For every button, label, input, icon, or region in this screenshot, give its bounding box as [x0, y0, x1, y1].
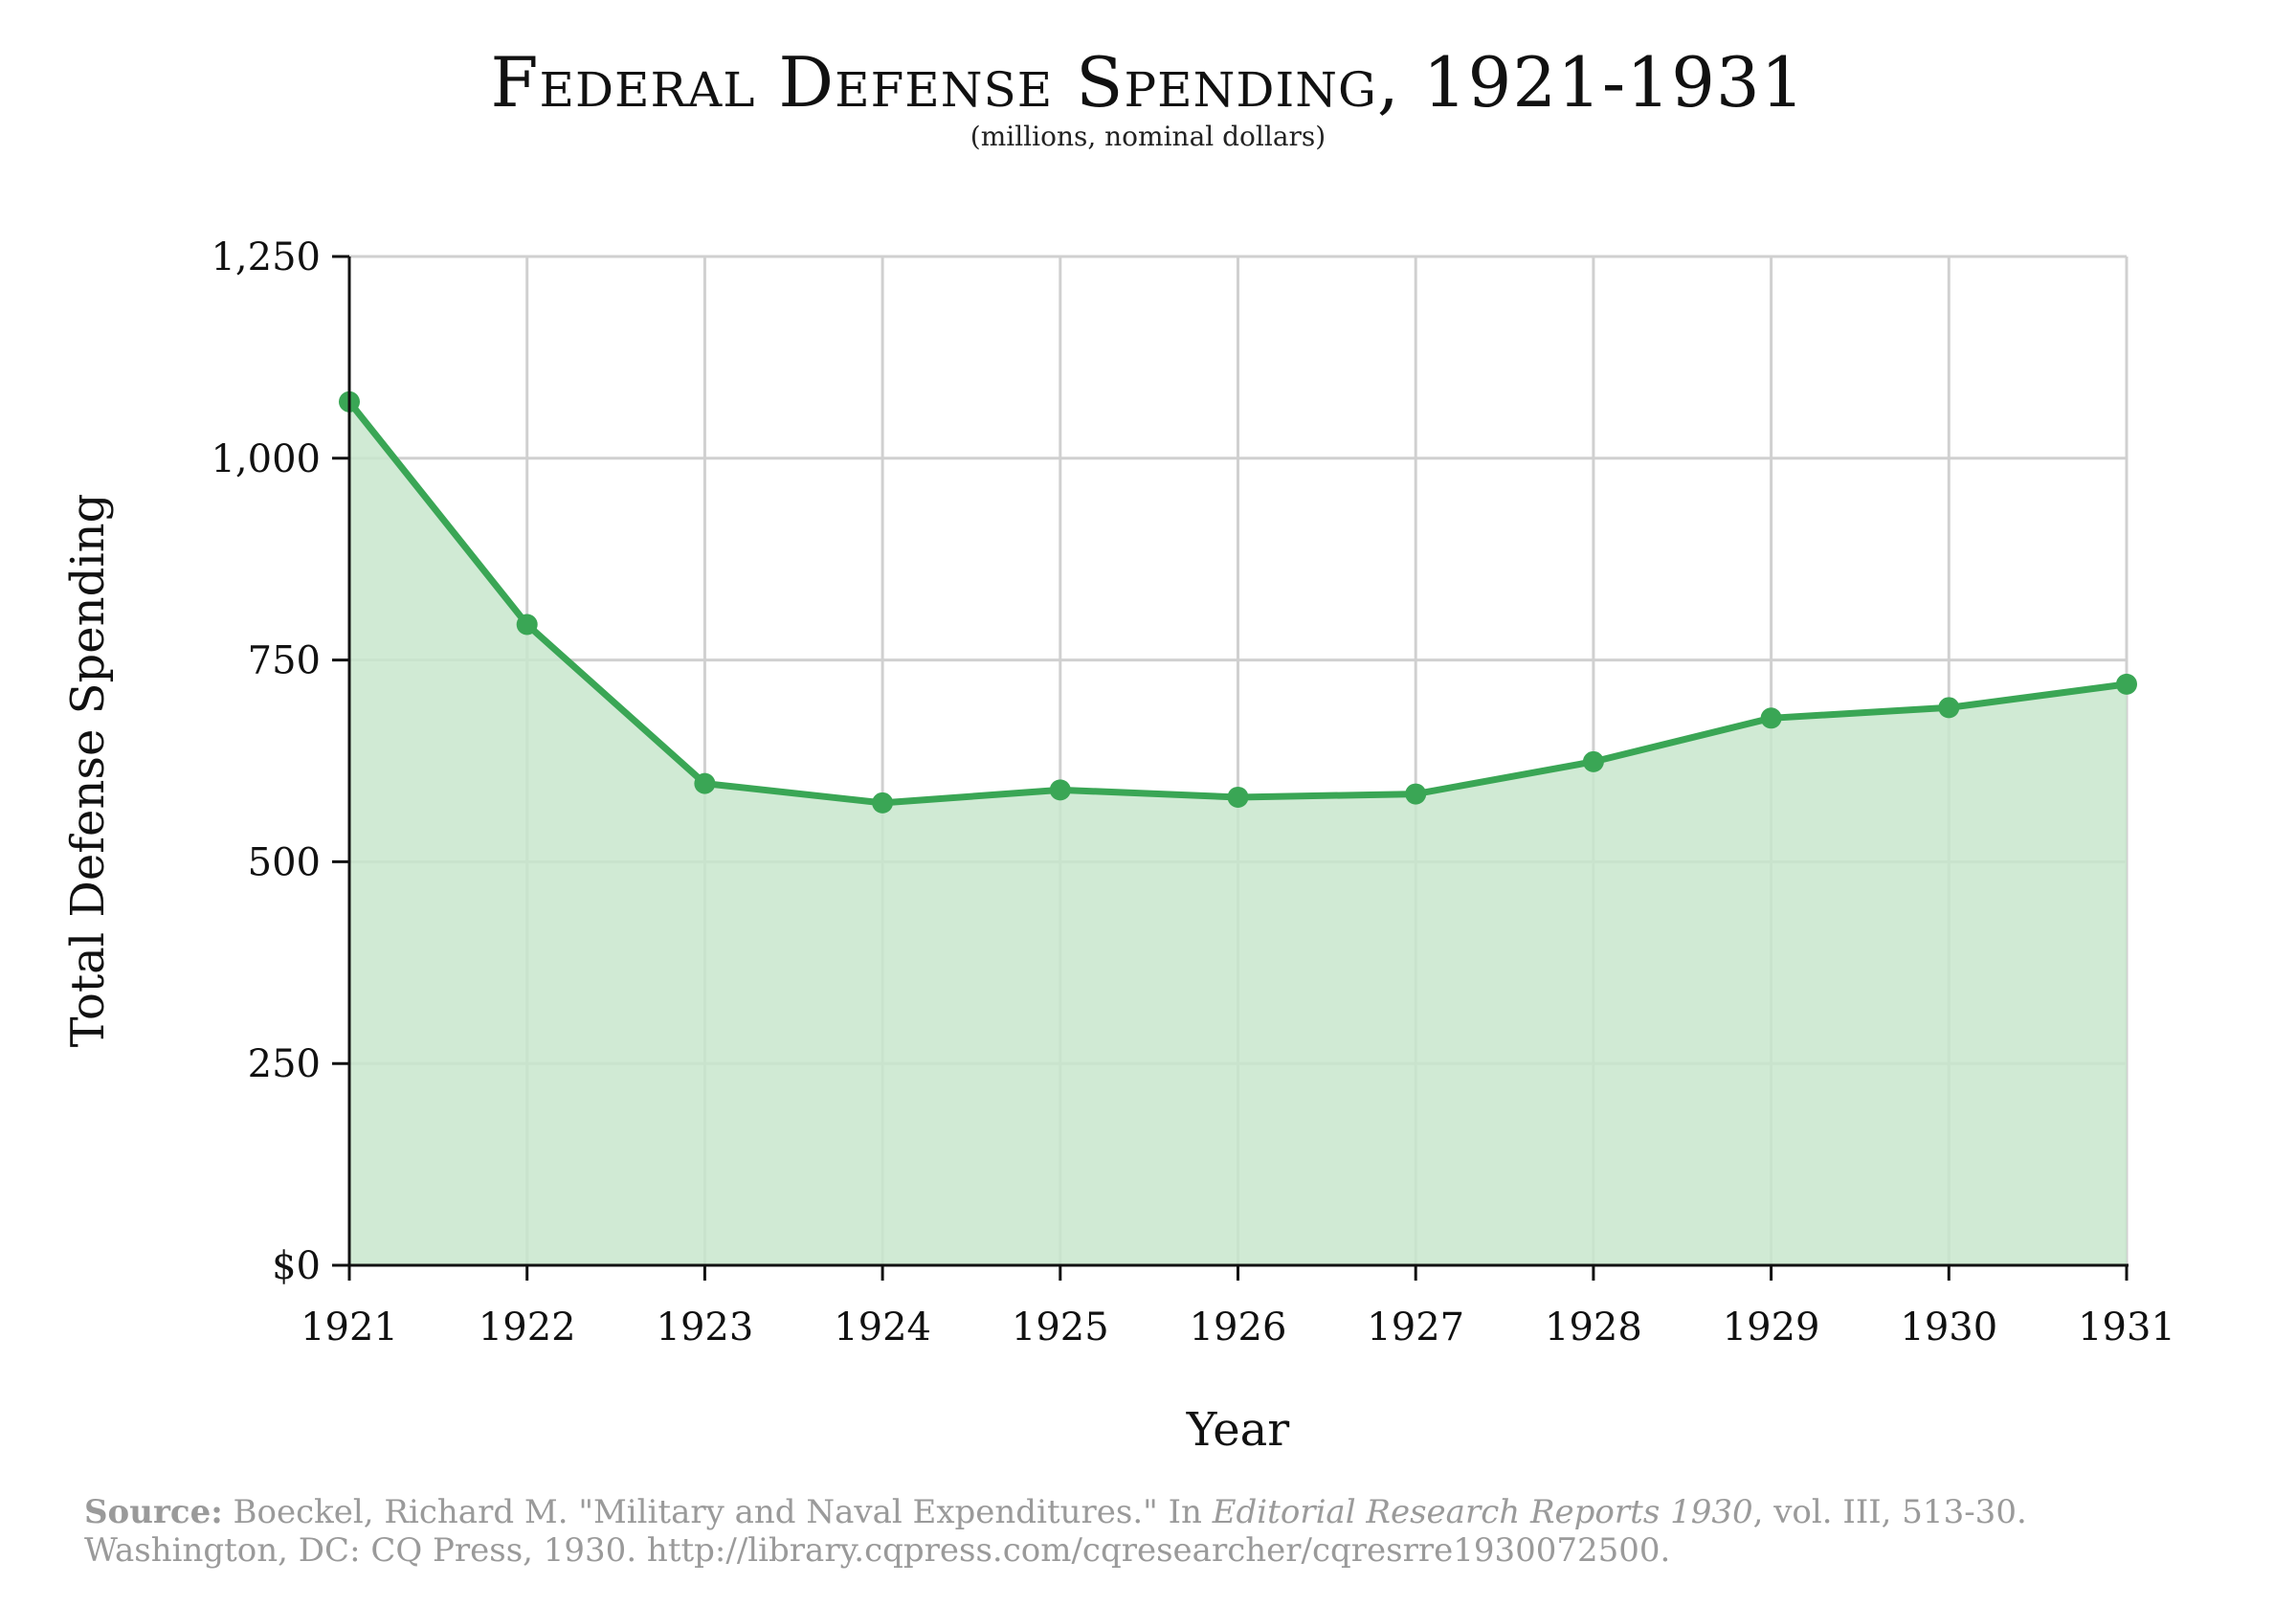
y-tick-label: 250: [248, 1042, 321, 1086]
data-point-1927: [1405, 783, 1427, 805]
data-point-1931: [2116, 673, 2137, 695]
y-tick-label: $0: [272, 1244, 321, 1288]
source-text-after: , vol. III, 513-30. Washington, DC: CQ P…: [84, 1493, 2027, 1570]
y-tick-label: 750: [248, 639, 321, 683]
y-tick-label: 500: [248, 840, 321, 884]
y-tick-label: 1,250: [211, 235, 321, 279]
x-tick-label: 1922: [479, 1305, 576, 1349]
x-tick-label: 1928: [1545, 1305, 1642, 1349]
x-tick-label: 1924: [834, 1305, 931, 1349]
x-tick-label: 1930: [1900, 1305, 1997, 1349]
data-point-1922: [516, 613, 538, 636]
y-axis-title: Total Defense Spending: [61, 494, 115, 1048]
source-italic-title: Editorial Research Reports 1930: [1212, 1493, 1753, 1531]
source-note: Source: Boeckel, Richard M. "Military an…: [84, 1493, 2238, 1570]
data-points: [339, 390, 2137, 814]
y-tick-labels: $0 250 500 750 1,000 1,250: [211, 235, 321, 1288]
x-tick-label: 1923: [657, 1305, 754, 1349]
source-label: Source:: [84, 1493, 223, 1531]
x-tick-label: 1929: [1723, 1305, 1820, 1349]
chart-subtitle: (millions, nominal dollars): [970, 121, 1326, 152]
x-tick-label: 1931: [2078, 1305, 2175, 1349]
data-point-1924: [872, 792, 894, 814]
area-fill: [349, 401, 2127, 1265]
axes: [332, 255, 2129, 1281]
chart-title: Federal Defense Spending, 1921-1931: [490, 42, 1806, 123]
y-tick-label: 1,000: [211, 437, 321, 481]
x-tick-label: 1926: [1190, 1305, 1287, 1349]
data-point-1923: [694, 772, 716, 794]
x-tick-label: 1925: [1012, 1305, 1109, 1349]
data-point-1925: [1049, 779, 1071, 801]
x-axis-title: Year: [1186, 1403, 1290, 1457]
x-tick-labels: 1921 1922 1923 1924 1925 1926 1927 1928 1929 1930…: [301, 1305, 2175, 1349]
x-tick-label: 1921: [301, 1305, 398, 1349]
data-point-1930: [1938, 697, 1960, 719]
data-point-1926: [1227, 786, 1249, 808]
source-text-before: Boeckel, Richard M. "Military and Naval …: [222, 1493, 1213, 1531]
data-point-1928: [1582, 750, 1604, 772]
x-tick-label: 1927: [1367, 1305, 1464, 1349]
data-point-1929: [1760, 707, 1782, 729]
